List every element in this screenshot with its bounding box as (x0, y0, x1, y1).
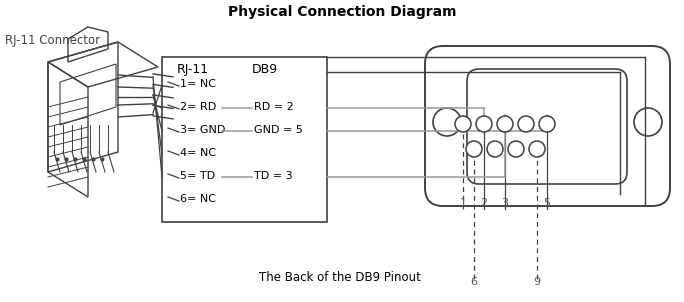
Text: GND = 5: GND = 5 (254, 125, 303, 135)
Circle shape (634, 108, 662, 136)
Circle shape (476, 116, 492, 132)
Text: RJ-11: RJ-11 (177, 63, 209, 76)
Circle shape (433, 108, 461, 136)
Text: 5: 5 (544, 198, 551, 208)
Text: 9: 9 (534, 277, 540, 287)
Text: RD = 2: RD = 2 (254, 102, 293, 112)
Text: 4= NC: 4= NC (180, 148, 216, 158)
Text: 2: 2 (480, 198, 488, 208)
Text: DB9: DB9 (252, 63, 278, 76)
Text: 1= NC: 1= NC (180, 79, 216, 89)
Text: 3: 3 (501, 198, 508, 208)
FancyBboxPatch shape (425, 46, 670, 206)
Circle shape (466, 141, 482, 157)
Text: 5= TD: 5= TD (180, 171, 215, 181)
Text: 6: 6 (471, 277, 477, 287)
Text: Physical Connection Diagram: Physical Connection Diagram (228, 5, 456, 19)
Text: 3= GND: 3= GND (180, 125, 225, 135)
Text: 6= NC: 6= NC (180, 194, 216, 204)
Text: 1: 1 (460, 198, 466, 208)
Circle shape (529, 141, 545, 157)
Text: TD = 3: TD = 3 (254, 171, 293, 181)
FancyBboxPatch shape (467, 69, 627, 184)
Circle shape (508, 141, 524, 157)
Bar (162, 57, 327, 222)
Text: The Back of the DB9 Pinout: The Back of the DB9 Pinout (259, 271, 421, 284)
Circle shape (455, 116, 471, 132)
Text: RJ-11 Connector: RJ-11 Connector (5, 34, 100, 47)
Circle shape (487, 141, 503, 157)
Circle shape (518, 116, 534, 132)
Circle shape (539, 116, 555, 132)
Circle shape (497, 116, 513, 132)
Text: 2= RD: 2= RD (180, 102, 216, 112)
